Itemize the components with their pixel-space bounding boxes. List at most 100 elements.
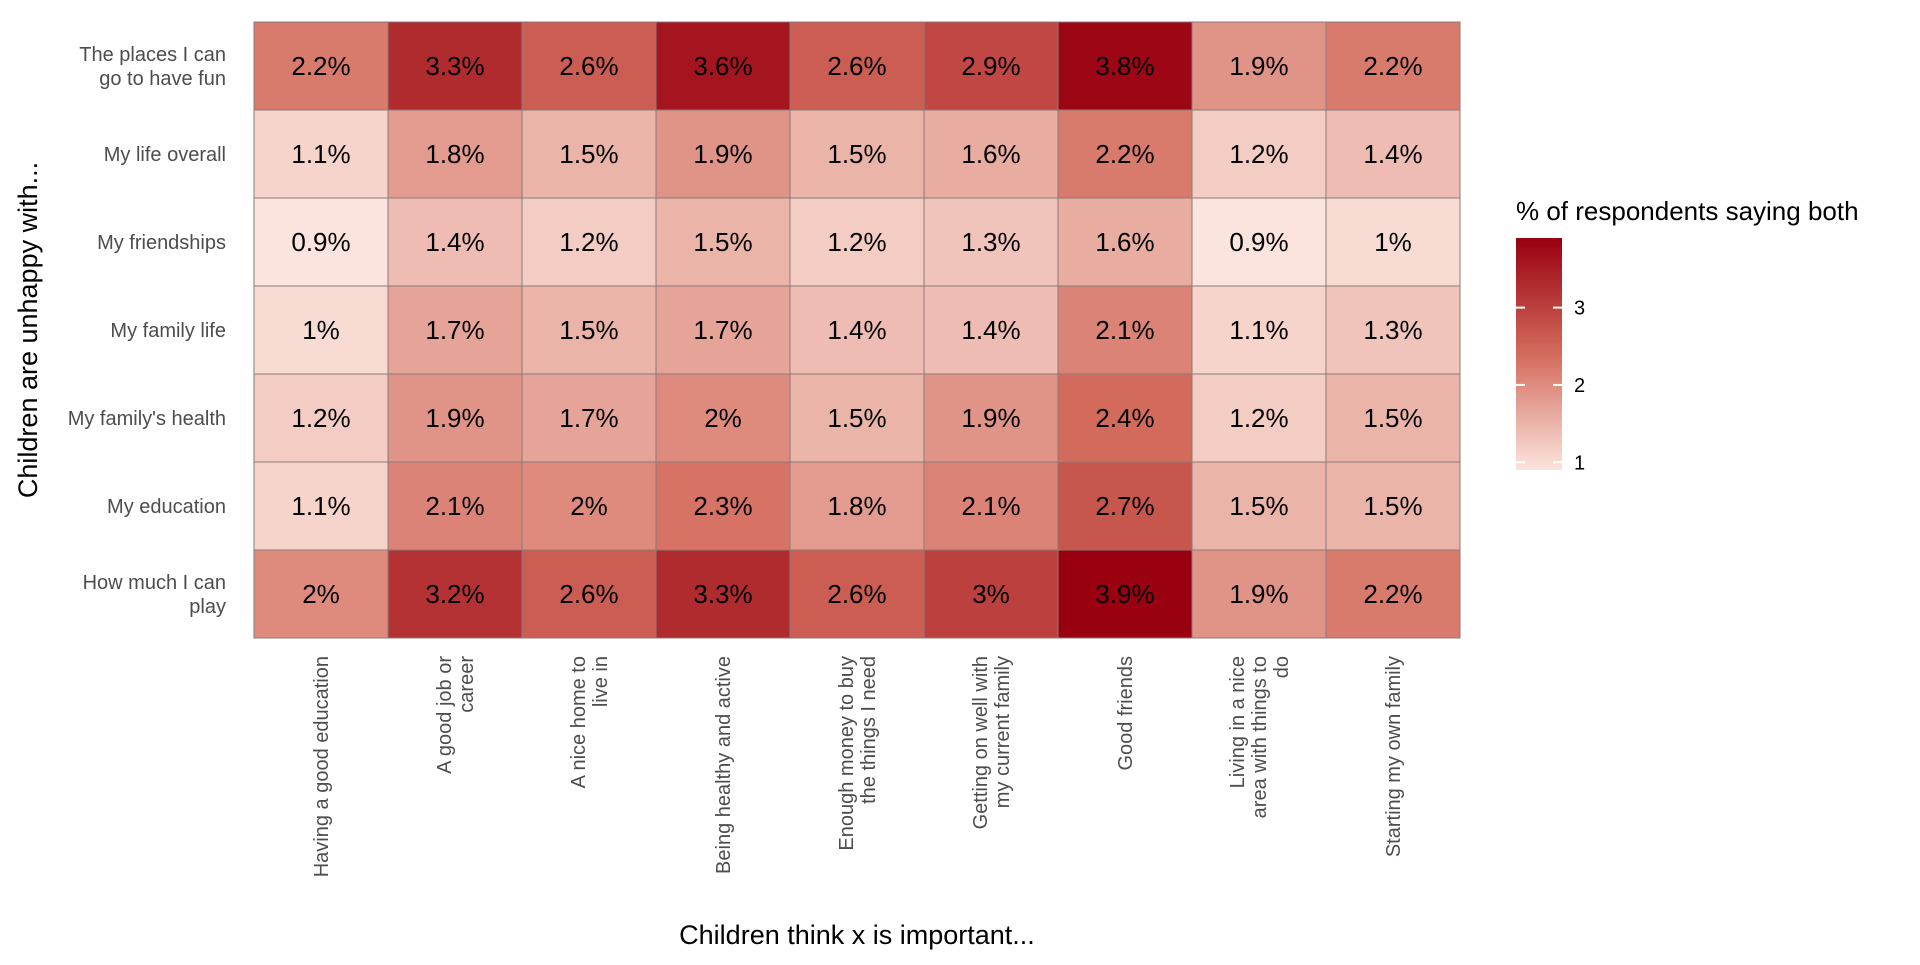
- heatmap-cell: [655, 285, 791, 375]
- cell-value-label: 1.4%: [425, 227, 484, 257]
- cell-value-label: 1.5%: [693, 227, 752, 257]
- cell-value-label: 1.5%: [827, 403, 886, 433]
- cell-value-label: 1%: [302, 315, 340, 345]
- heatmap-cell: [521, 461, 657, 551]
- cell-value-label: 1.2%: [827, 227, 886, 257]
- cell-value-label: 1.4%: [1363, 139, 1422, 169]
- cell-value-label: 1.9%: [961, 403, 1020, 433]
- cell-value-label: 1.1%: [291, 139, 350, 169]
- y-tick-label: My family life: [110, 320, 226, 342]
- heatmap-cell: [253, 549, 389, 639]
- heatmap-cell: [1191, 285, 1327, 375]
- legend-tick-label: 3: [1574, 298, 1585, 320]
- heatmap-cell: [521, 373, 657, 463]
- x-tick-label: Getting on well with: [970, 656, 992, 829]
- heatmap-cell: [1057, 373, 1193, 463]
- heatmap-cell: [789, 197, 925, 287]
- cell-value-label: 3.3%: [425, 51, 484, 81]
- cell-value-label: 1%: [1374, 227, 1412, 257]
- heatmap-cell: [1057, 109, 1193, 199]
- y-tick-label: The places I can: [79, 44, 226, 66]
- heatmap-cell: [387, 285, 523, 375]
- heatmap-cell: [655, 197, 791, 287]
- x-tick-label: Being healthy and active: [713, 656, 735, 874]
- heatmap-cell: [923, 109, 1059, 199]
- cell-value-label: 1.4%: [827, 315, 886, 345]
- cell-value-label: 3.9%: [1095, 579, 1154, 609]
- y-tick-label: How much I can: [83, 572, 226, 594]
- cell-value-label: 2.2%: [1095, 139, 1154, 169]
- x-tick-label: A good job or: [434, 656, 456, 774]
- y-tick-label: My education: [107, 496, 226, 518]
- heatmap-cell: [253, 21, 389, 111]
- x-tick-label: Having a good education: [311, 656, 333, 877]
- y-tick-label: go to have fun: [99, 68, 226, 90]
- cell-value-label: 0.9%: [1229, 227, 1288, 257]
- cell-value-label: 1.3%: [1363, 315, 1422, 345]
- heatmap-cell: [253, 109, 389, 199]
- cell-value-label: 1.1%: [291, 491, 350, 521]
- cell-value-label: 2%: [704, 403, 742, 433]
- heatmap-cell: [1191, 109, 1327, 199]
- heatmap-cell: [521, 197, 657, 287]
- heatmap-cell: [253, 461, 389, 551]
- cell-value-label: 3%: [972, 579, 1010, 609]
- heatmap-cell: [1191, 461, 1327, 551]
- heatmap-cell: [253, 285, 389, 375]
- cell-value-label: 1.2%: [1229, 139, 1288, 169]
- cell-value-label: 1.5%: [1363, 491, 1422, 521]
- heatmap-cell: [387, 373, 523, 463]
- cell-value-label: 1.4%: [961, 315, 1020, 345]
- y-tick-label: My life overall: [104, 144, 226, 166]
- heatmap-cell: [789, 549, 925, 639]
- cell-value-label: 2.6%: [827, 51, 886, 81]
- heatmap-cell: [923, 21, 1059, 111]
- heatmap-cell: [253, 197, 389, 287]
- cell-value-label: 1.2%: [559, 227, 618, 257]
- cell-value-label: 2%: [302, 579, 340, 609]
- cell-value-label: 2.9%: [961, 51, 1020, 81]
- cell-value-label: 3.8%: [1095, 51, 1154, 81]
- cell-value-label: 1.5%: [559, 139, 618, 169]
- heatmap-cell: [655, 21, 791, 111]
- heatmap-cell: [1325, 285, 1461, 375]
- y-tick-label: My friendships: [97, 232, 226, 254]
- y-tick-label: play: [189, 596, 226, 618]
- heatmap-cell: [1191, 549, 1327, 639]
- heatmap-cell: [655, 373, 791, 463]
- x-tick-label: Living in a nice: [1227, 656, 1249, 788]
- x-axis-title: Children think x is important...: [679, 920, 1035, 950]
- heatmap-cell: [1057, 549, 1193, 639]
- heatmap-cell: [1325, 549, 1461, 639]
- cell-value-label: 1.8%: [425, 139, 484, 169]
- cell-value-label: 1.3%: [961, 227, 1020, 257]
- cell-value-label: 2.6%: [559, 51, 618, 81]
- heatmap-cell: [1057, 197, 1193, 287]
- x-tick-label: Enough money to buy: [836, 656, 858, 851]
- cell-value-label: 1.9%: [693, 139, 752, 169]
- cell-value-label: 2.4%: [1095, 403, 1154, 433]
- cell-value-label: 1.9%: [425, 403, 484, 433]
- heatmap-cell: [1191, 21, 1327, 111]
- cell-value-label: 1.7%: [425, 315, 484, 345]
- cell-value-label: 1.9%: [1229, 579, 1288, 609]
- x-tick-label: live in: [590, 656, 612, 707]
- cell-value-label: 2.6%: [827, 579, 886, 609]
- x-tick-label: Good friends: [1115, 656, 1137, 771]
- heatmap-cell: [521, 109, 657, 199]
- heatmap-cell: [923, 461, 1059, 551]
- heatmap-cell: [789, 21, 925, 111]
- cell-value-label: 3.2%: [425, 579, 484, 609]
- legend-tick-label: 2: [1574, 375, 1585, 397]
- cell-value-label: 1.5%: [1229, 491, 1288, 521]
- legend-title: % of respondents saying both: [1516, 196, 1859, 226]
- x-tick-label: A nice home to: [568, 656, 590, 788]
- heatmap-cell: [387, 549, 523, 639]
- x-tick-label: the things I need: [858, 656, 880, 804]
- cell-value-label: 2%: [570, 491, 608, 521]
- cell-value-label: 1.5%: [559, 315, 618, 345]
- legend-colorbar: [1516, 238, 1562, 470]
- heatmap-cell: [387, 461, 523, 551]
- heatmap-cell: [521, 21, 657, 111]
